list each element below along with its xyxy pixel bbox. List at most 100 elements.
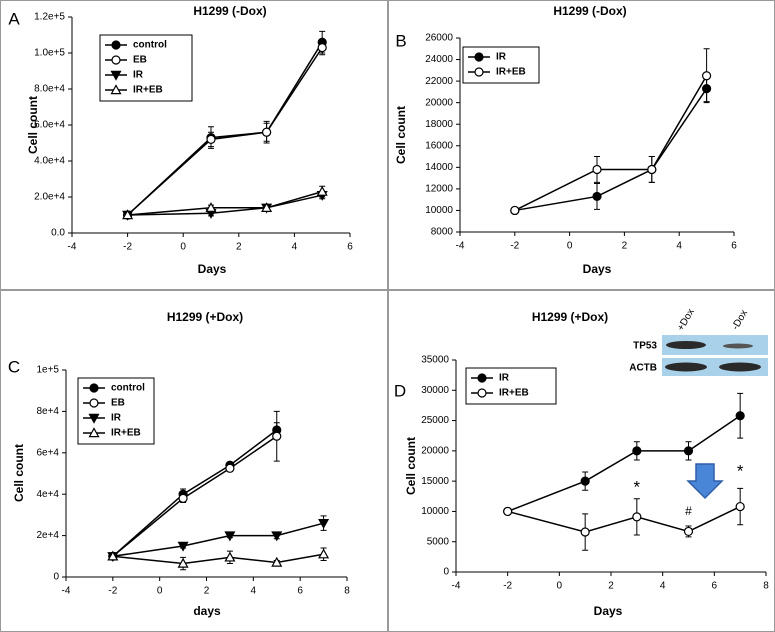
x-tick-label: 6	[731, 241, 737, 252]
y-tick-label: 4.0e+4	[34, 156, 65, 167]
series-line	[112, 435, 278, 557]
legend-marker	[88, 413, 100, 424]
marker	[178, 493, 188, 503]
series-line	[127, 194, 323, 216]
x-tick-label: 2	[204, 586, 210, 597]
series-line	[112, 429, 278, 557]
marker	[735, 411, 745, 421]
x-tick-label: 6	[297, 586, 303, 597]
y-tick-label: 25000	[421, 415, 449, 426]
chart-title: H1299 (-Dox)	[553, 4, 626, 18]
y-tick-label: 8.0e+4	[34, 84, 65, 95]
y-axis-label: Cell count	[12, 444, 26, 502]
panel-frame	[0, 0, 388, 290]
marker	[224, 551, 236, 562]
y-tick-label: 8000	[431, 227, 454, 238]
inset-column-label: -Dox	[730, 308, 750, 332]
legend-label: IR+EB	[496, 67, 526, 78]
y-tick-label: 1.2e+5	[34, 12, 65, 23]
y-tick-label: 20000	[425, 97, 453, 108]
x-tick-label: 0	[157, 586, 163, 597]
marker	[683, 446, 694, 456]
y-tick-label: 0	[53, 572, 59, 583]
x-tick-label: -2	[510, 241, 519, 252]
x-tick-label: -2	[108, 586, 117, 597]
blot-inset	[662, 335, 768, 376]
inset-row-label: TP53	[633, 341, 657, 352]
x-tick-label: 4	[251, 586, 257, 597]
legend-label: IR	[111, 413, 122, 424]
marker	[107, 550, 119, 561]
y-tick-label: 1.0e+5	[34, 48, 65, 59]
marker	[701, 71, 712, 81]
marker	[206, 134, 216, 144]
series-line	[514, 88, 708, 212]
y-tick-label: 0.0	[51, 228, 65, 239]
marker	[317, 42, 327, 53]
y-tick-label: 24000	[425, 54, 453, 65]
y-tick-label: 1e+5	[36, 365, 59, 376]
y-tick-label: 35000	[421, 355, 449, 366]
marker	[647, 164, 657, 175]
x-axis-label: Days	[594, 604, 623, 618]
legend-label: control	[133, 40, 167, 51]
panel-letter: C	[8, 357, 20, 376]
x-tick-label: 8	[763, 581, 769, 592]
series-line	[112, 553, 324, 565]
x-tick-label: 0	[180, 242, 186, 253]
legend-label: IR	[133, 70, 144, 81]
marker	[510, 205, 520, 216]
legend-marker	[111, 40, 121, 50]
marker	[122, 209, 134, 220]
y-tick-label: 2e+4	[36, 530, 59, 541]
inset-row-label: ACTB	[629, 363, 657, 374]
x-tick-label: 8	[344, 586, 350, 597]
legend-label: EB	[111, 398, 125, 409]
y-tick-label: 30000	[421, 385, 449, 396]
panel-letter: B	[395, 31, 406, 50]
x-tick-label: 4	[292, 242, 298, 253]
marker	[592, 164, 602, 175]
series-line	[507, 505, 741, 533]
x-tick-label: 6	[347, 242, 353, 253]
x-tick-label: 2	[608, 581, 614, 592]
chart-title: H1299 (-Dox)	[193, 4, 266, 18]
y-tick-label: 14000	[425, 162, 453, 173]
y-tick-label: 22000	[425, 76, 453, 87]
marker	[316, 185, 328, 196]
marker	[261, 202, 273, 212]
series-line	[514, 75, 708, 212]
x-tick-label: 2	[236, 242, 242, 253]
x-tick-label: 0	[557, 581, 563, 592]
y-tick-label: 18000	[425, 119, 453, 130]
y-tick-label: 20000	[421, 445, 449, 456]
y-tick-label: 10000	[425, 205, 453, 216]
panel-letter: A	[8, 9, 20, 28]
legend-marker	[111, 55, 121, 65]
legend-marker	[110, 84, 122, 95]
marker	[262, 127, 272, 137]
inset-column-label: +Dox	[675, 307, 696, 333]
legend-label: IR	[496, 52, 507, 63]
x-tick-label: 4	[660, 581, 666, 592]
legend-marker	[89, 383, 99, 393]
y-tick-label: 6e+4	[36, 447, 59, 458]
arrow	[686, 463, 724, 500]
legend-label: IR+EB	[111, 428, 141, 439]
marker	[632, 512, 642, 522]
marker	[225, 463, 235, 473]
x-tick-label: -4	[62, 586, 71, 597]
y-tick-label: 10000	[421, 506, 449, 517]
marker	[632, 446, 642, 456]
x-axis-label: Days	[198, 262, 227, 276]
marker	[272, 431, 282, 441]
y-axis-label: Cell count	[404, 437, 418, 495]
chart-title: H1299 (+Dox)	[532, 310, 608, 324]
y-tick-label: 0	[443, 567, 449, 578]
legend-label: EB	[133, 55, 147, 66]
x-tick-label: -2	[123, 242, 132, 253]
x-tick-label: 2	[622, 241, 628, 252]
chart-title: H1299 (+Dox)	[167, 310, 243, 324]
legend-marker	[474, 67, 484, 77]
y-tick-label: 15000	[421, 476, 449, 487]
